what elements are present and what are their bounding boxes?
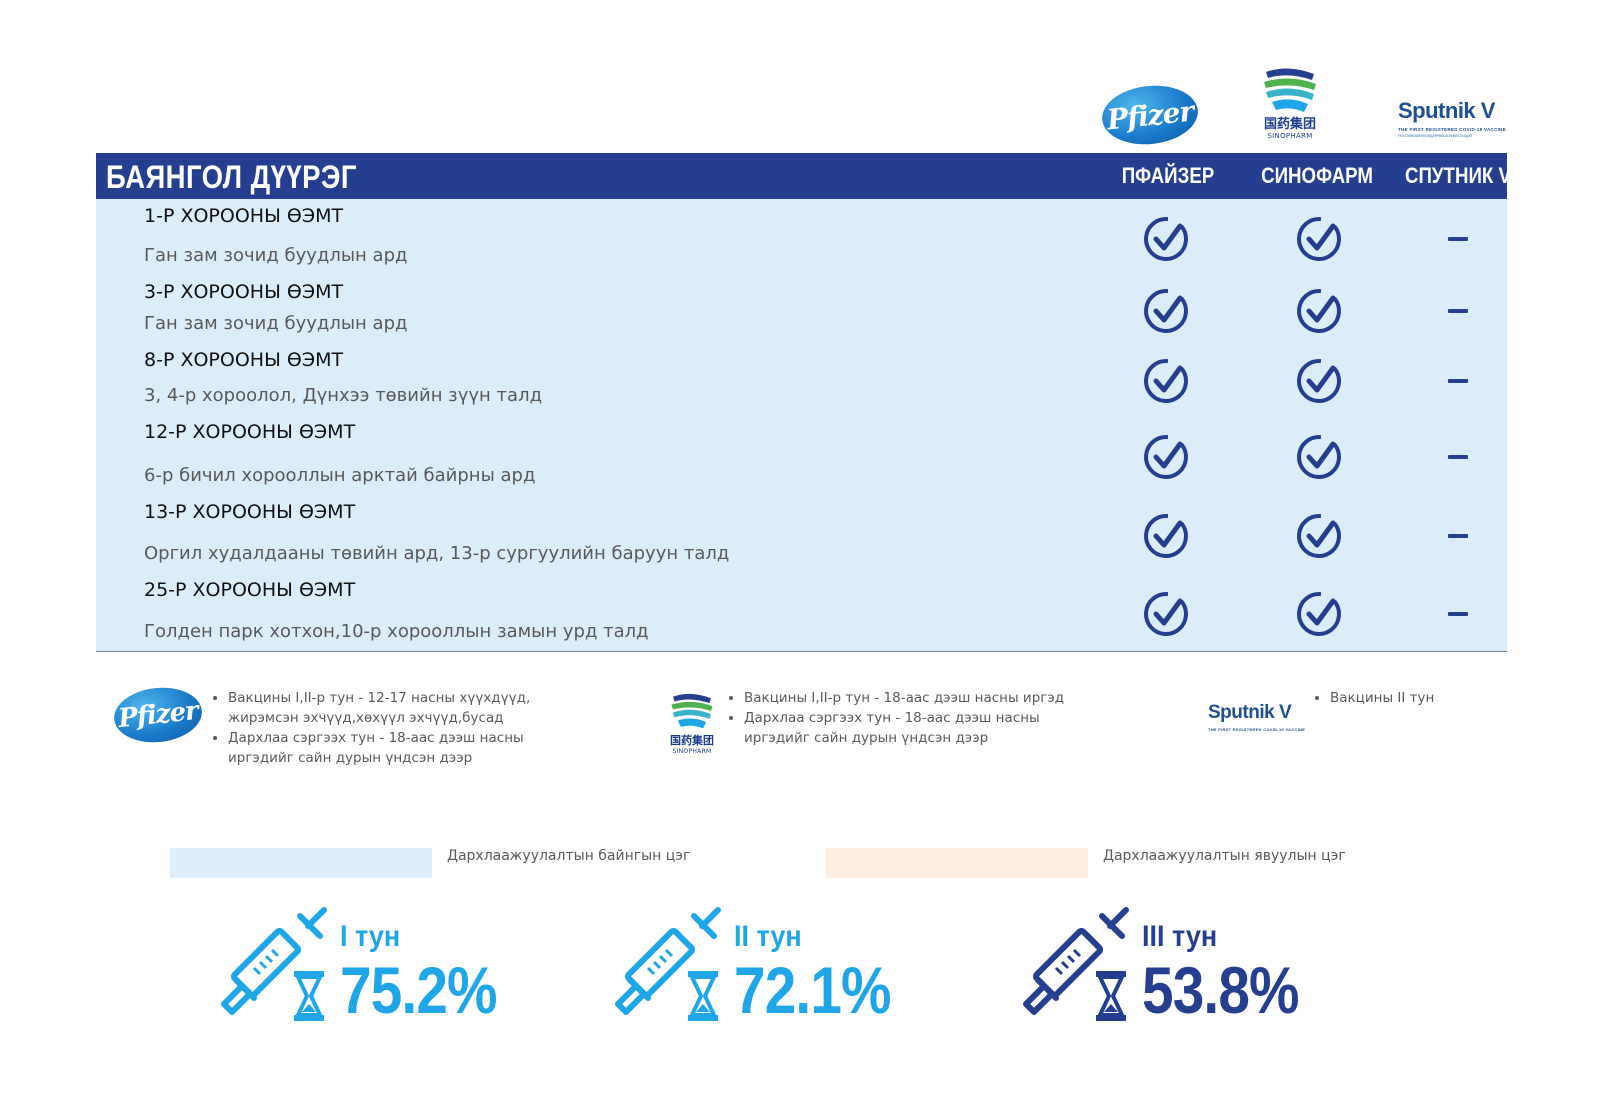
legend-label-mobile: Дархлаажуулалтын явуулын цэг — [1103, 848, 1346, 864]
sinopharm-emblem-icon — [671, 693, 713, 729]
sputnik-note-logo: Sputnik V THE FIRST REGISTERED COVID-19 … — [1208, 702, 1305, 732]
district-title: БАЯНГОЛ ДҮҮРЭГ — [106, 159, 357, 195]
dose-stat: II тун 72.1% — [606, 906, 946, 1036]
pfizer-note-logo: Pfizer — [111, 683, 205, 747]
legend-swatch-mobile — [826, 848, 1088, 878]
dose-label: I тун — [340, 920, 401, 953]
dose-percent: 53.8% — [1142, 953, 1300, 1027]
sinopharm-logo-cn: 国药集团 — [1263, 117, 1316, 132]
clinic-address: 6-р бичил хорооллын арктай байрны ард — [144, 465, 536, 486]
hourglass-icon — [1094, 970, 1128, 1026]
clinic-name: 25-Р ХОРООНЫ ӨЭМТ — [144, 579, 356, 601]
pfizer-check-icon — [1142, 287, 1190, 335]
pfizer-check-icon — [1142, 433, 1190, 481]
pfizer-logo-text: Pfizer — [1105, 94, 1195, 136]
sinopharm-logo-en: SINOPHARM — [1267, 132, 1313, 140]
sinopharm-note-item: Вакцины I,II-р тун - 18-аас дээш насны и… — [744, 688, 1086, 708]
sputnik-unavailable-dash — [1448, 309, 1468, 313]
sputnik-note-logo-text: Sputnik V — [1208, 702, 1292, 723]
pfizer-check-icon — [1142, 512, 1190, 560]
hourglass-icon — [686, 970, 720, 1026]
pfizer-check-icon — [1142, 590, 1190, 638]
dose-label: III тун — [1142, 920, 1218, 953]
table-row: 3-Р ХОРООНЫ ӨЭМТ Ган зам зочид буудлын ар… — [96, 275, 1507, 344]
sinopharm-check-icon — [1295, 357, 1343, 405]
dose-percent: 72.1% — [734, 953, 892, 1027]
sinopharm-note-item: Дархлаа сэргээх тун - 18-аас дээш насны … — [744, 708, 1086, 748]
sinopharm-check-icon — [1295, 512, 1343, 560]
table-row: 8-Р ХОРООНЫ ӨЭМТ 3, 4-р хороолол, Дүнхээ … — [96, 343, 1507, 416]
sputnik-unavailable-dash — [1448, 534, 1468, 538]
dose-label: II тун — [734, 920, 802, 953]
sinopharm-check-icon — [1295, 433, 1343, 481]
dose-stat: III тун 53.8% — [1014, 906, 1354, 1036]
dose-percent: 75.2% — [340, 953, 498, 1027]
column-header-sinopharm: СИНОФАРМ — [1261, 163, 1373, 188]
column-header-pfizer: ПФАЙЗЕР — [1121, 163, 1215, 188]
sputnik-note-item: Вакцины II тун — [1330, 688, 1512, 708]
clinic-name: 13-Р ХОРООНЫ ӨЭМТ — [144, 501, 356, 523]
pfizer-note-item: Дархлаа сэргээх тун - 18-аас дээш насны … — [228, 728, 550, 768]
clinic-address: 3, 4-р хороолол, Дүнхээ төвийн зүүн талд — [144, 385, 543, 406]
pfizer-note-logo-text: Pfizer — [116, 695, 200, 735]
sputnik-unavailable-dash — [1448, 612, 1468, 616]
table-row: 25-Р ХОРООНЫ ӨЭМТ Голден парк хотхон,10-р… — [96, 573, 1507, 652]
column-header-sputnik: СПУТНИК V — [1404, 163, 1512, 188]
dose-stat: I тун 75.2% — [212, 906, 552, 1036]
sputnik-unavailable-dash — [1448, 237, 1468, 241]
sinopharm-check-icon — [1295, 287, 1343, 335]
clinic-address: Ган зам зочид буудлын ард — [144, 245, 408, 266]
clinic-name: 3-Р ХОРООНЫ ӨЭМТ — [144, 281, 344, 303]
sinopharm-note-logo-en: SINOPHARM — [672, 748, 712, 755]
sinopharm-check-icon — [1295, 590, 1343, 638]
clinic-name: 1-Р ХОРООНЫ ӨЭМТ — [144, 205, 344, 227]
sputnik-unavailable-dash — [1448, 455, 1468, 459]
clinic-address: Голден парк хотхон,10-р хорооллын замын … — [144, 621, 649, 642]
sinopharm-logo: 国药集团 SINOPHARM — [1258, 66, 1322, 140]
clinic-name: 12-Р ХОРООНЫ ӨЭМТ — [144, 421, 356, 443]
syringe-icon — [1014, 906, 1134, 1022]
pfizer-check-icon — [1142, 357, 1190, 405]
sputnik-unavailable-dash — [1448, 379, 1468, 383]
legend-label-fixed: Дархлаажуулалтын байнгын цэг — [447, 848, 691, 864]
sputnik-tagline-2: РОССИЙСКИЙ ФОНД ПРЯМЫХ ИНВЕСТИЦИЙ — [1398, 133, 1472, 138]
clinic-address: Оргил худалдааны төвийн ард, 13-р сургуу… — [144, 543, 730, 564]
sinopharm-notes: Вакцины I,II-р тун - 18-аас дээш насны и… — [726, 688, 1086, 748]
table-row: 12-Р ХОРООНЫ ӨЭМТ 6-р бичил хорооллын арк… — [96, 415, 1507, 496]
sputnik-tagline: THE FIRST REGISTERED COVID-19 VACCINE — [1398, 127, 1507, 132]
sinopharm-check-icon — [1295, 215, 1343, 263]
pfizer-logo: Pfizer — [1099, 81, 1201, 149]
sputnik-logo: Sputnik V THE FIRST REGISTERED COVID-19 … — [1398, 98, 1506, 138]
sputnik-notes: Вакцины II тун — [1312, 688, 1512, 708]
table-row: 1-Р ХОРООНЫ ӨЭМТ Ган зам зочид буудлын ар… — [96, 199, 1507, 276]
table-header: БАЯНГОЛ ДҮҮРЭГ ПФАЙЗЕР СИНОФАРМ СПУТНИК … — [96, 153, 1511, 199]
pfizer-check-icon — [1142, 215, 1190, 263]
sputnik-logo-text: Sputnik V — [1398, 98, 1495, 123]
pfizer-notes: Вакцины I,II-р тун - 12-17 насны хүүхдүү… — [210, 688, 550, 768]
legend-swatch-fixed — [170, 848, 432, 878]
pfizer-note-item: Вакцины I,II-р тун - 12-17 насны хүүхдүү… — [228, 688, 550, 728]
clinic-address: Ган зам зочид буудлын ард — [144, 313, 408, 334]
sputnik-note-tagline: THE FIRST REGISTERED COVID-19 VACCINE — [1208, 727, 1306, 732]
sinopharm-emblem-icon — [1264, 68, 1316, 112]
syringe-icon — [212, 906, 332, 1022]
syringe-icon — [606, 906, 726, 1022]
hourglass-icon — [292, 970, 326, 1026]
table-row: 13-Р ХОРООНЫ ӨЭМТ Оргил худалдааны төвийн… — [96, 495, 1507, 574]
sinopharm-note-logo: 国药集团 SINOPHARM — [664, 692, 720, 755]
clinic-name: 8-Р ХОРООНЫ ӨЭМТ — [144, 349, 344, 371]
sinopharm-note-logo-cn: 国药集团 — [670, 734, 714, 747]
